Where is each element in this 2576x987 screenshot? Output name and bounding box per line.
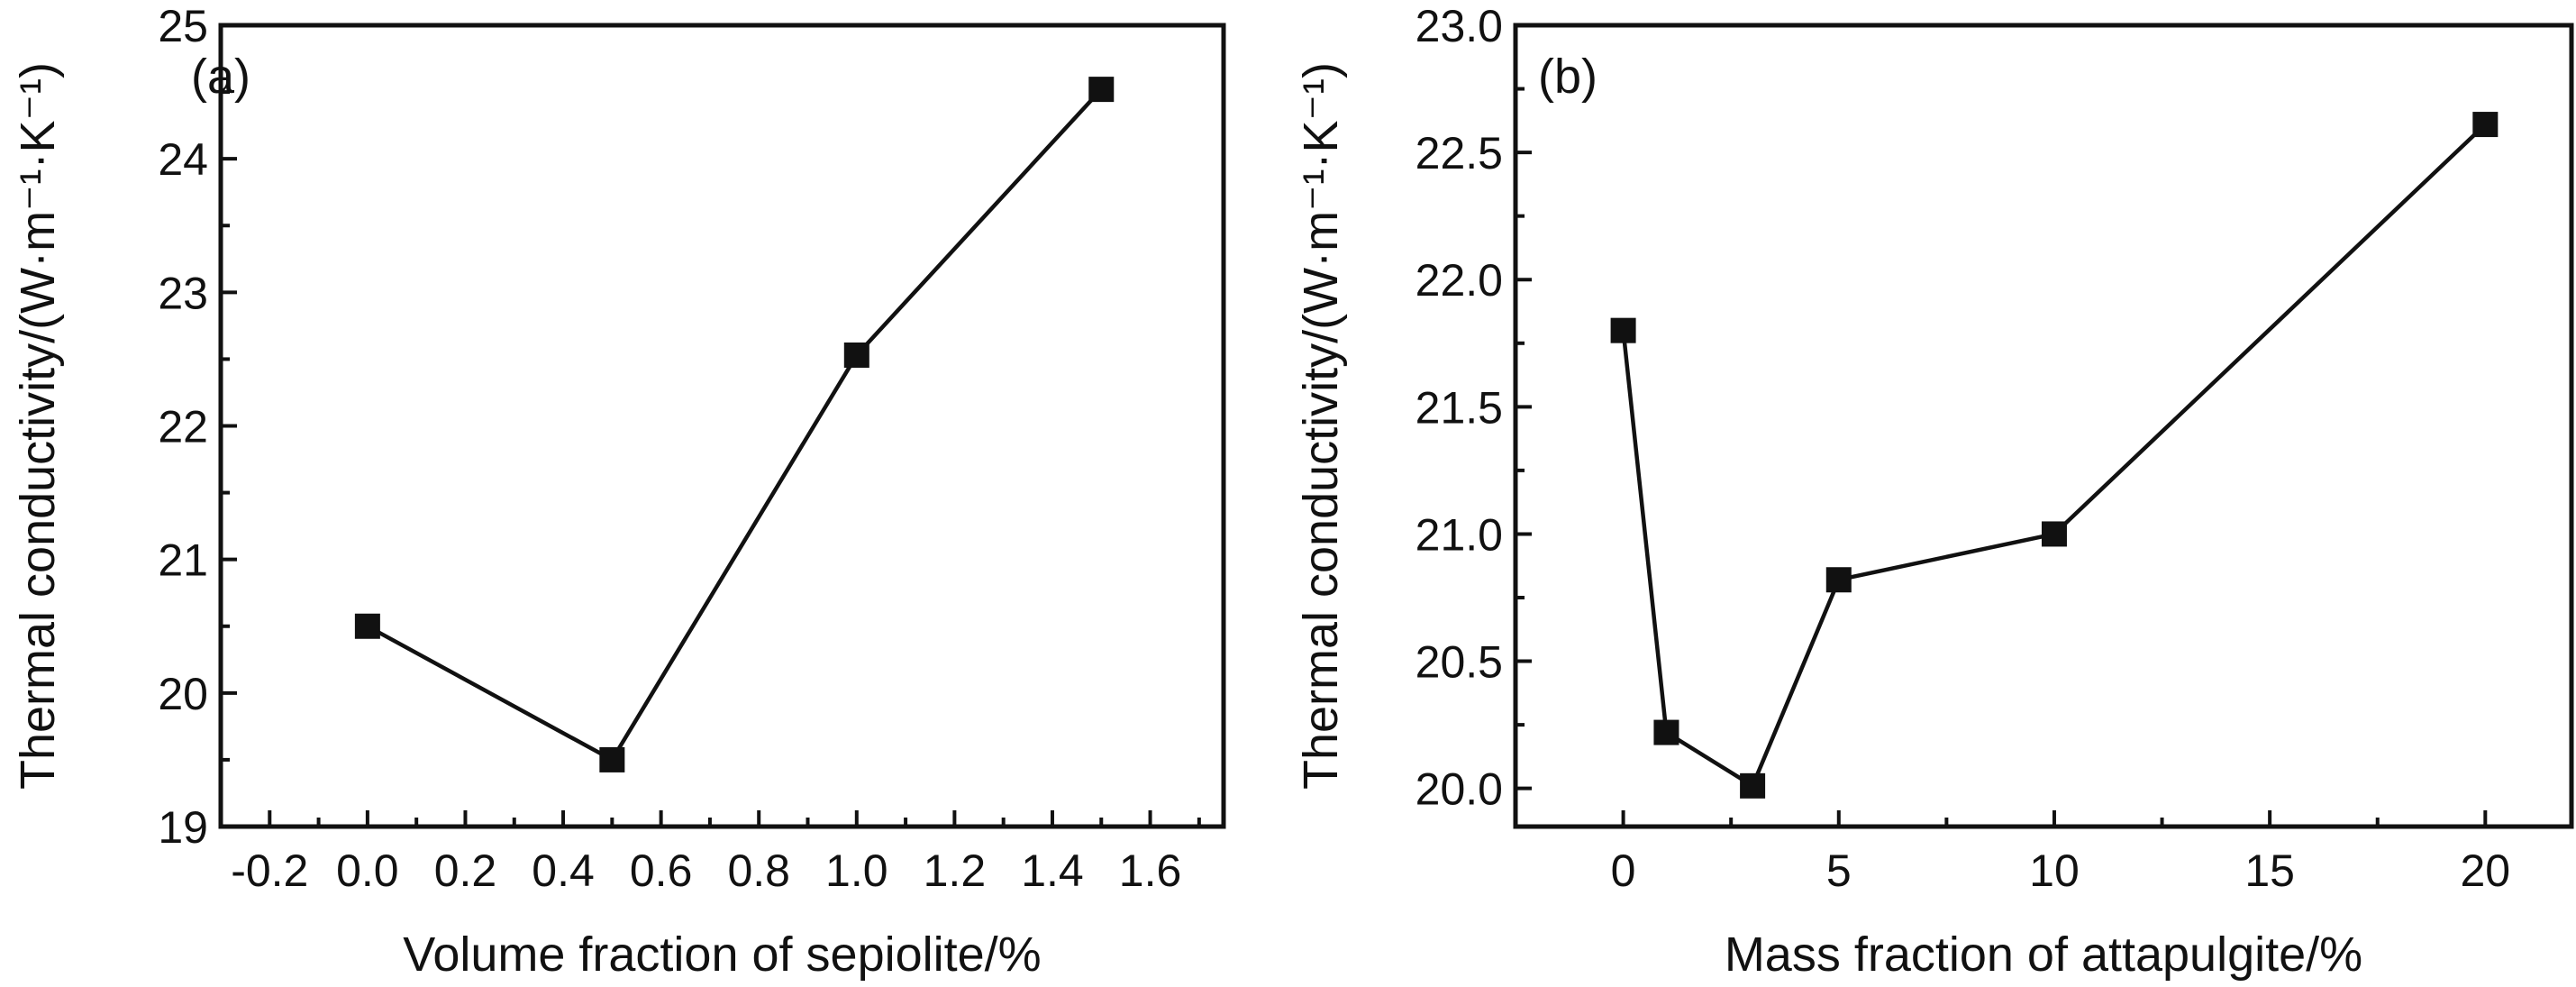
chart-a-x-tick-label: 0.6 [630, 845, 693, 896]
chart-b-y-tick-label: 20.0 [1415, 764, 1503, 815]
chart-b-data-point [1825, 567, 1852, 593]
chart-b-panel-label: (b) [1538, 50, 1597, 104]
chart-b-y-tick-label: 23.0 [1415, 1, 1503, 51]
chart-b-y-tick-label: 21.5 [1415, 382, 1503, 433]
chart-a-y-tick-label: 23 [158, 268, 208, 318]
chart-b-y-tick-label: 22.0 [1415, 255, 1503, 306]
chart-b-series-line [1621, 123, 2487, 790]
chart-b-y-tick-label: 22.5 [1415, 128, 1503, 178]
chart-a-data-point [354, 613, 380, 639]
chart-b-x-axis-label: Mass fraction of attapulgite/% [1725, 928, 2362, 982]
chart-b-x-tick-label: 20 [2461, 845, 2511, 896]
chart-a-x-tick-label: -0.2 [231, 845, 308, 896]
chart-a-series-line [366, 87, 1103, 763]
chart-panel-b: (b) Mass fraction of attapulgite/% Therm… [1294, 1, 2574, 982]
chart-a-x-tick-label: 0.0 [336, 845, 399, 896]
chart-b-y-tick-label: 20.5 [1415, 637, 1503, 688]
chart-a-y-tick-label: 20 [158, 669, 208, 719]
chart-b-x-tick-label: 0 [1611, 845, 1636, 896]
chart-a-data-point [1088, 77, 1115, 103]
chart-a-y-axis-label: Thermal conductivity/(W·m⁻¹·K⁻¹) [11, 62, 65, 790]
chart-b-data-point [1740, 772, 1766, 799]
chart-a-y-tick-label: 21 [158, 535, 208, 586]
chart-a-y-tick-label: 19 [158, 802, 208, 853]
chart-a-x-tick-label: 1.0 [825, 845, 888, 896]
chart-b-plot-frame [1513, 23, 2574, 829]
chart-a-x-axis-label: Volume fraction of sepiolite/% [403, 928, 1041, 982]
chart-a-x-tick-label: 1.4 [1021, 845, 1084, 896]
chart-b-x-tick-label: 15 [2244, 845, 2295, 896]
chart-a-x-tick-label: 0.2 [434, 845, 497, 896]
chart-b-data-point [2472, 112, 2499, 138]
chart-a-y-tick-label: 25 [158, 1, 208, 51]
chart-a-x-tick-label: 0.8 [727, 845, 790, 896]
chart-a-data-point [843, 342, 869, 368]
chart-b-x-tick-label: 5 [1826, 845, 1852, 896]
chart-b-data-point [1610, 317, 1636, 343]
chart-a-y-tick-label: 24 [158, 134, 208, 185]
chart-b-y-tick-label: 21.0 [1415, 509, 1503, 560]
chart-a-y-tick-label: 22 [158, 402, 208, 452]
chart-b-data-point [2041, 521, 2067, 547]
chart-a-x-tick-label: 0.4 [532, 845, 595, 896]
chart-b-x-tick-label: 10 [2029, 845, 2080, 896]
chart-b-data-point [1653, 719, 1679, 745]
chart-a-data-point [599, 746, 625, 772]
chart-a-plot-frame [218, 23, 1226, 829]
chart-a-x-tick-label: 1.2 [924, 845, 987, 896]
chart-panel-a: (a) Volume fraction of sepiolite/% Therm… [11, 1, 1226, 982]
chart-b-y-axis-label: Thermal conductivity/(W·m⁻¹·K⁻¹) [1294, 62, 1348, 790]
chart-a-x-tick-label: 1.6 [1119, 845, 1182, 896]
